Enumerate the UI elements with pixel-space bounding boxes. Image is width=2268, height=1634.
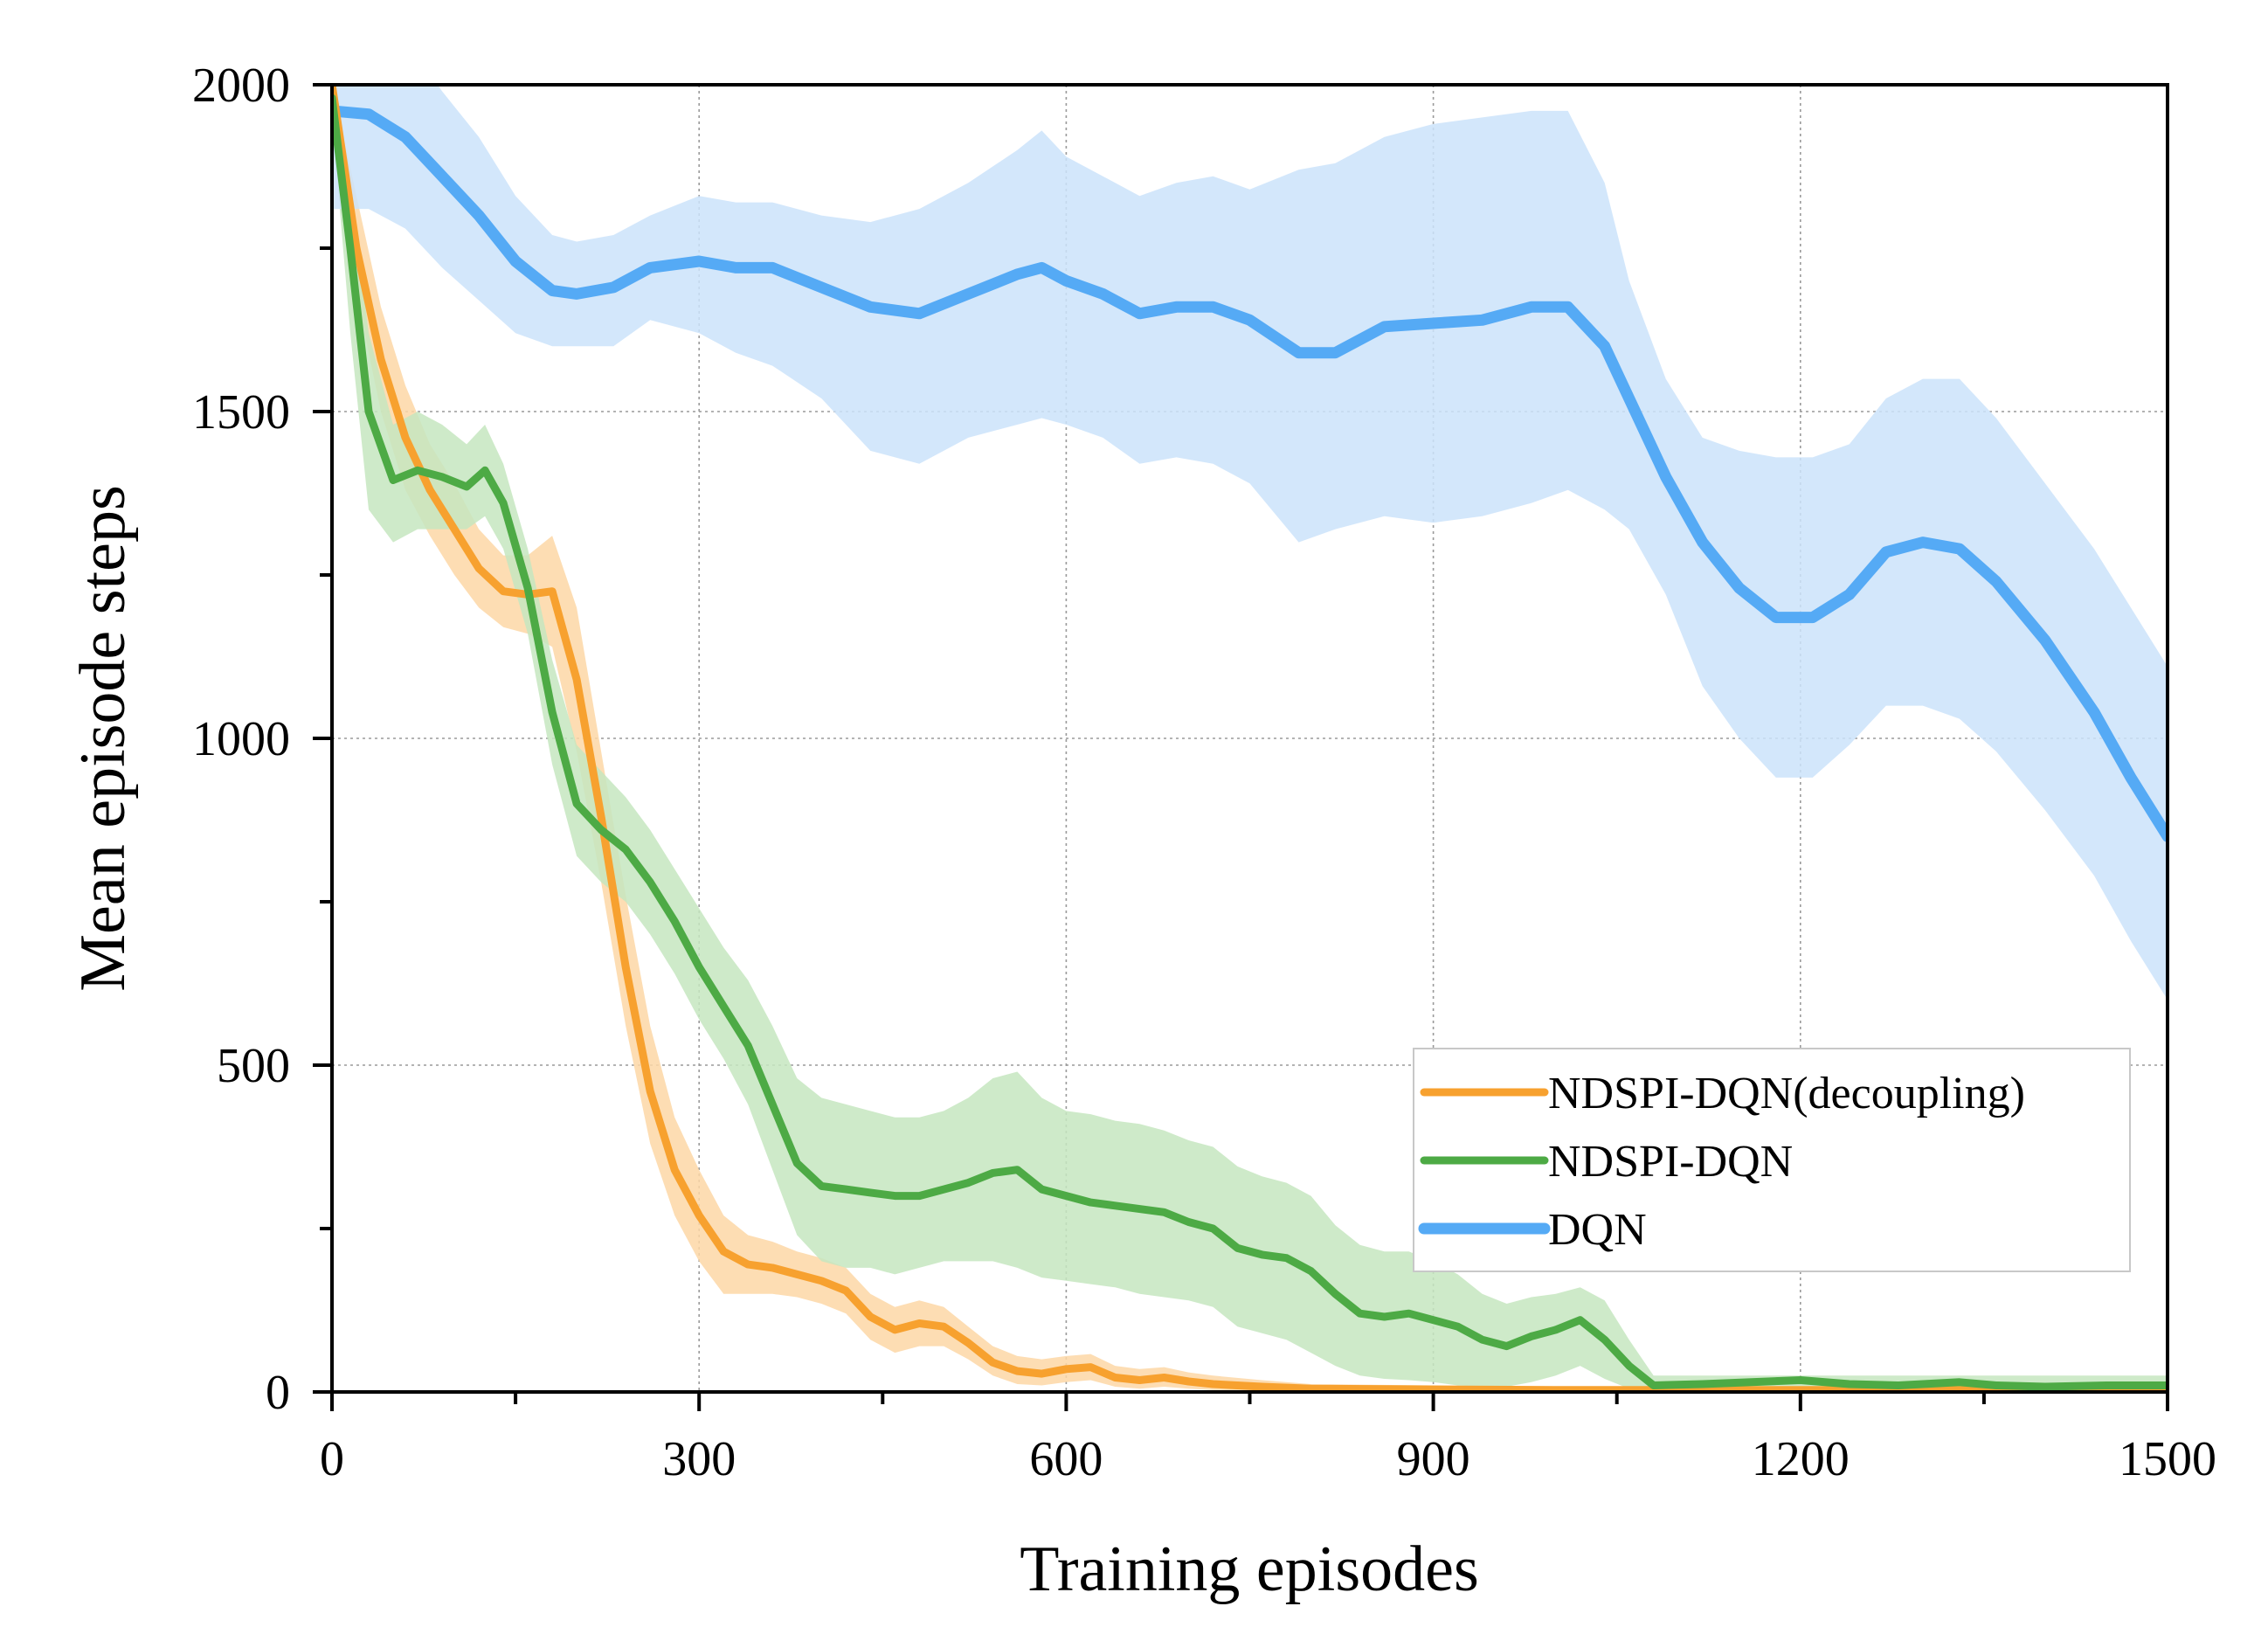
legend-label: DQN	[1548, 1205, 1647, 1255]
line-ndspi-dqn-decoupling-	[332, 85, 2168, 1392]
y-tick-label: 2000	[192, 59, 290, 113]
line-dqn	[332, 105, 2168, 842]
axis-ticks: 0 300 600 900 1200 1500 0 500 1000 1500 2000	[192, 59, 2216, 1486]
x-tick-label: 600	[1029, 1432, 1103, 1486]
y-tick-label: 1000	[192, 712, 290, 766]
x-tick-label: 0	[320, 1432, 344, 1486]
x-tick-label: 300	[662, 1432, 736, 1486]
line-ndspi-dqn	[332, 93, 2168, 1391]
legend-label: NDSPI-DQN(decoupling)	[1548, 1069, 2025, 1118]
band-ndspi-dqn	[332, 85, 2168, 1392]
confidence-bands	[332, 85, 2168, 1392]
band-dqn	[332, 85, 2168, 1000]
series-lines	[332, 85, 2168, 1392]
x-tick-label: 1200	[1752, 1432, 1850, 1486]
y-tick-label: 1500	[192, 385, 290, 440]
legend-label: NDSPI-DQN	[1548, 1137, 1793, 1187]
x-axis-label: Training episodes	[1020, 1534, 1479, 1605]
legend: NDSPI-DQN(decoupling) NDSPI-DQN DQN	[1413, 1048, 2131, 1272]
y-tick-label: 0	[266, 1366, 290, 1420]
x-tick-label: 1500	[2119, 1432, 2216, 1486]
x-tick-label: 900	[1397, 1432, 1470, 1486]
y-tick-label: 500	[217, 1039, 290, 1093]
y-axis-label: Mean episode steps	[67, 485, 139, 992]
